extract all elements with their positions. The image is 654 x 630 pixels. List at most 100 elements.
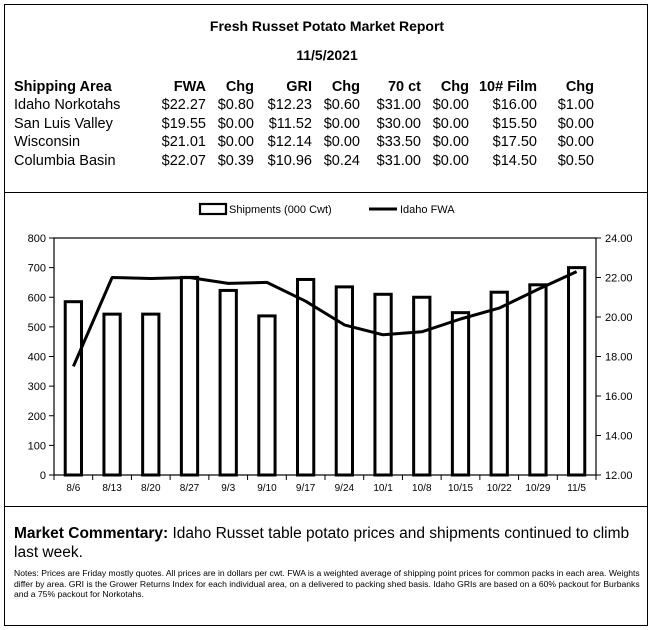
- legend-shipments-swatch: [198, 202, 228, 216]
- report-frame: [4, 4, 648, 626]
- left-tick-label: 500: [28, 322, 46, 334]
- shipments-bar: [63, 300, 83, 477]
- header-shipping-area: Shipping Area: [14, 79, 112, 95]
- header-fwa-chg: Chg: [225, 79, 254, 95]
- x-tick-label: 10/8: [412, 483, 432, 494]
- report-title: Fresh Russet Potato Market Report: [209, 18, 445, 34]
- left-tick-label: 800: [28, 233, 46, 245]
- cell-area: San Luis Valley: [14, 115, 113, 132]
- market-commentary: Market Commentary: Idaho Russet table po…: [14, 524, 642, 562]
- shipments-bar: [141, 312, 161, 477]
- cell-fwa-chg: $0.80: [217, 97, 254, 113]
- shipments-bar: [412, 295, 432, 477]
- cell-70ct-chg: $0.00: [432, 97, 469, 113]
- legend-fwa-label: Idaho FWA: [400, 204, 455, 216]
- cell-70ct-chg: $0.00: [432, 134, 469, 150]
- header-10lb-film: 10# Film: [478, 79, 537, 95]
- table-row: San Luis Valley $19.55 $0.00 $11.52 $0.0…: [14, 115, 594, 134]
- table-row: Idaho Norkotahs $22.27 $0.80 $12.23 $0.6…: [14, 96, 594, 115]
- cell-fwa-chg: $0.00: [217, 134, 254, 150]
- table-row: Wisconsin $21.01 $0.00 $12.14 $0.00 $33.…: [14, 133, 594, 152]
- left-tick-label: 100: [28, 440, 46, 452]
- x-tick-label: 9/17: [296, 483, 316, 494]
- left-tick-label: 600: [28, 292, 46, 304]
- price-table-header: Shipping Area FWA Chg GRI Chg 70 ct Chg …: [14, 79, 594, 96]
- shipments-bar: [489, 290, 509, 477]
- cell-70ct: $31.00: [376, 152, 421, 169]
- header-gri-chg: Chg: [331, 79, 360, 95]
- cell-area: Wisconsin: [14, 134, 81, 150]
- report-notes: Notes: Prices are Friday mostly quotes. …: [14, 568, 640, 599]
- cell-film: $15.50: [492, 115, 537, 132]
- cell-film: $14.50: [492, 152, 537, 169]
- chart-container: 0 100 200 300 400 500 600 700 800 12.00 14.00 16.00…: [4, 192, 648, 507]
- shipments-bar: [179, 275, 200, 477]
- x-tick-label: 8/13: [102, 483, 122, 494]
- cell-film: $16.00: [492, 97, 537, 113]
- x-tick-label: 10/22: [487, 483, 512, 494]
- shipments-bar: [334, 285, 354, 477]
- shipments-bar: [567, 266, 587, 477]
- cell-fwa: $21.01: [161, 134, 206, 150]
- left-tick-label: 700: [28, 263, 46, 275]
- legend-shipments-label: Shipments (000 Cwt): [229, 204, 332, 216]
- shipments-bar: [528, 283, 548, 477]
- x-tick-label: 9/24: [335, 483, 355, 494]
- cell-gri: $12.23: [267, 97, 312, 113]
- commentary-text: Idaho Russet table potato prices and shi…: [14, 525, 630, 561]
- x-tick-label: 10/29: [525, 483, 550, 494]
- cell-gri-chg: $0.00: [323, 115, 360, 132]
- x-tick-label: 8/27: [180, 483, 200, 494]
- cell-film-chg: $0.50: [557, 152, 594, 169]
- shipments-bar: [373, 292, 393, 477]
- x-tick-label: 11/5: [567, 483, 586, 494]
- x-tick-label: 9/3: [221, 483, 235, 494]
- x-tick-label: 10/1: [373, 483, 393, 494]
- cell-area: Idaho Norkotahs: [14, 97, 121, 113]
- header-gri: GRI: [286, 79, 312, 95]
- cell-gri: $12.14: [267, 134, 312, 150]
- left-tick-label: 0: [40, 470, 46, 482]
- header-film-chg: Chg: [565, 79, 594, 95]
- header-fwa: FWA: [173, 79, 206, 95]
- x-tick-label: 9/10: [257, 483, 277, 494]
- cell-70ct: $31.00: [376, 97, 421, 113]
- price-table: Shipping Area FWA Chg GRI Chg 70 ct Chg …: [14, 79, 594, 170]
- commentary-label: Market Commentary:: [14, 525, 169, 542]
- cell-gri: $11.52: [268, 115, 312, 132]
- shipments-fwa-chart: 0 100 200 300 400 500 600 700 800 12.00 14.00 16.00…: [28, 202, 633, 494]
- left-tick-label: 200: [28, 411, 46, 423]
- cell-fwa-chg: $0.00: [217, 115, 254, 132]
- cell-fwa: $22.27: [161, 97, 206, 113]
- cell-fwa: $19.55: [161, 115, 206, 132]
- report-date: 11/5/2021: [296, 47, 358, 63]
- cell-gri-chg: $0.24: [323, 152, 360, 169]
- plot-area-frame: [53, 237, 597, 476]
- cell-70ct: $33.50: [376, 134, 421, 150]
- header-70ct: 70 ct: [387, 79, 421, 95]
- cell-70ct: $30.00: [376, 115, 421, 132]
- left-tick-label: 300: [28, 381, 46, 393]
- cell-area: Columbia Basin: [14, 152, 116, 169]
- idaho-fwa-line: [72, 270, 578, 367]
- x-tick-label: 10/15: [448, 483, 473, 494]
- right-tick-label: 12.00: [605, 470, 633, 482]
- table-row: Columbia Basin $22.07 $0.39 $10.96 $0.24…: [14, 152, 594, 171]
- cell-70ct-chg: $0.00: [432, 152, 469, 169]
- shipments-bar: [102, 312, 122, 477]
- shipments-bar: [450, 311, 471, 477]
- shipments-bar: [218, 288, 238, 477]
- right-tick-label: 20.00: [605, 312, 633, 324]
- header-70ct-chg: Chg: [440, 79, 469, 95]
- cell-gri-chg: $0.60: [323, 97, 360, 113]
- x-tick-label: 8/6: [66, 483, 80, 494]
- shipments-bar: [257, 314, 277, 477]
- shipments-bar: [296, 277, 316, 477]
- right-tick-label: 16.00: [605, 391, 633, 403]
- cell-film-chg: $0.00: [557, 134, 594, 150]
- right-tick-label: 22.00: [605, 273, 633, 285]
- cell-fwa: $22.07: [161, 152, 206, 169]
- cell-fwa-chg: $0.39: [217, 152, 254, 169]
- x-tick-label: 8/20: [141, 483, 161, 494]
- left-tick-label: 400: [28, 352, 46, 364]
